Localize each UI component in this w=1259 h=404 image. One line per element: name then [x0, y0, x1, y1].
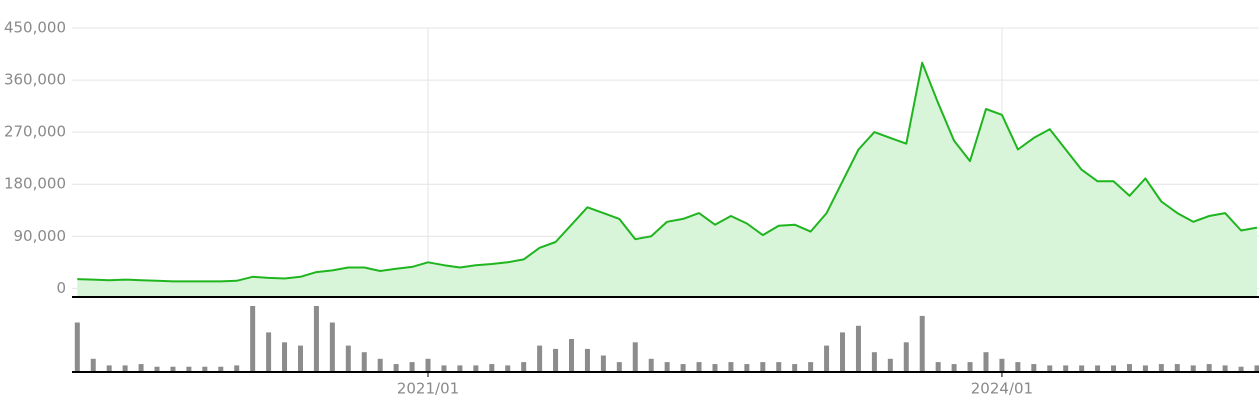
x-tick-label: 2024/01 [971, 380, 1033, 398]
volume-bar [314, 306, 319, 372]
y-tick-label: 270,000 [4, 123, 66, 141]
volume-bar [266, 332, 271, 372]
volume-bar [712, 364, 717, 372]
volume-bar [569, 339, 574, 372]
volume-bar [362, 352, 367, 372]
volume-bar [983, 352, 988, 372]
volume-bar [139, 364, 144, 372]
volume-bar [904, 342, 909, 372]
volume-bar [1015, 362, 1020, 372]
volume-bar [1159, 364, 1164, 372]
volume-bar [378, 359, 383, 372]
volume-bar [250, 306, 255, 372]
volume-bar [1207, 364, 1212, 372]
volume-bar [601, 356, 606, 373]
volume-bar [649, 359, 654, 372]
volume-bar [665, 362, 670, 372]
volume-bar [936, 362, 941, 372]
volume-bar [633, 342, 638, 372]
volume-bar [537, 346, 542, 372]
volume-bar [521, 362, 526, 372]
volume-bar [1175, 364, 1180, 372]
volume-bar [91, 359, 96, 372]
volume-bar [553, 349, 558, 372]
volume-bar [394, 364, 399, 372]
volume-bar [776, 362, 781, 372]
volume-bar [585, 349, 590, 372]
volume-bar [792, 364, 797, 372]
volume-bar [760, 362, 765, 372]
volume-bar [298, 346, 303, 372]
volume-bar [744, 364, 749, 372]
volume-bar [75, 323, 80, 373]
y-tick-label: 0 [56, 279, 66, 297]
volume-bar [808, 362, 813, 372]
volume-bar [824, 346, 829, 372]
volume-bar [968, 362, 973, 372]
x-tick-label: 2021/01 [397, 380, 459, 398]
volume-bar [489, 364, 494, 372]
volume-bar [681, 364, 686, 372]
volume-bar [697, 362, 702, 372]
volume-bar [282, 342, 287, 372]
volume-bar [346, 346, 351, 372]
y-tick-label: 90,000 [14, 227, 67, 245]
volume-bar [856, 326, 861, 372]
volume-bar [888, 359, 893, 372]
area [77, 63, 1257, 297]
y-tick-label: 450,000 [4, 19, 66, 37]
volume-bar [999, 359, 1004, 372]
volume-bar [410, 362, 415, 372]
y-tick-label: 360,000 [4, 71, 66, 89]
volume-bar [426, 359, 431, 372]
volume-bar [952, 364, 957, 372]
volume-bar [728, 362, 733, 372]
volume-bar [840, 332, 845, 372]
volume-bar [872, 352, 877, 372]
y-tick-label: 180,000 [4, 175, 66, 193]
volume-bar [920, 316, 925, 372]
volume-bar [330, 323, 335, 373]
volume-bar [617, 362, 622, 372]
volume-bar [1031, 364, 1036, 372]
volume-bar [1127, 364, 1132, 372]
